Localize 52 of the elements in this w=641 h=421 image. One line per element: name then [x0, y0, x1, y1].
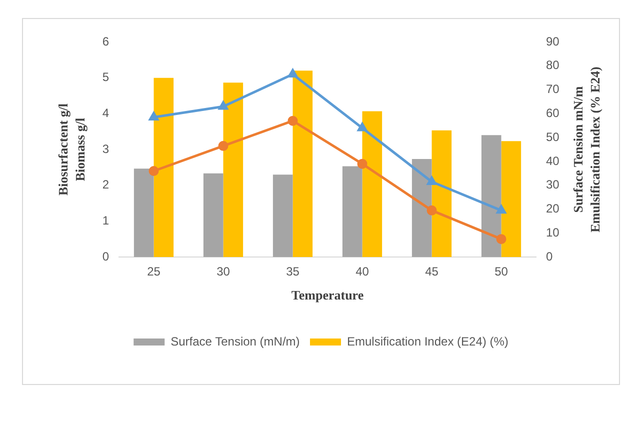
point	[218, 100, 229, 110]
y-tick-label: 5	[102, 70, 110, 84]
legend-label: Emulsification Index (E24) (%)	[346, 334, 508, 348]
y2-axis-title: Surface Tension mN/m Emulsification Index (% E24)	[570, 66, 602, 232]
point	[148, 111, 160, 120]
y-tick-label: 1	[102, 213, 110, 228]
point	[496, 204, 507, 214]
bar	[203, 173, 224, 257]
y-tick-label: 2	[102, 178, 110, 192]
y2-tick-label: 40	[546, 154, 560, 168]
bar	[223, 82, 244, 257]
bar	[272, 174, 293, 257]
x-tick-label: 50	[494, 264, 508, 279]
x-tick-label: 30	[216, 264, 230, 279]
bar	[501, 141, 522, 257]
point	[426, 176, 438, 185]
point	[148, 166, 159, 176]
bar	[481, 135, 502, 257]
y2-tick-label: 20	[546, 202, 560, 216]
y2-tick-label: 30	[546, 178, 560, 192]
y-tick-label: 0	[102, 249, 110, 264]
bar	[154, 78, 174, 257]
y2-tick-label: 70	[546, 82, 560, 96]
y-tick-label: 4	[102, 106, 110, 120]
y2-tick-label: 90	[546, 34, 560, 48]
x-tick-label: 40	[356, 264, 370, 279]
y2-tick-label: 10	[546, 225, 560, 240]
legend-label: Surface Tension (mN/m)	[170, 334, 300, 348]
point	[288, 116, 298, 126]
bar	[432, 130, 452, 257]
x-tick-label: 35	[286, 264, 300, 279]
bar	[412, 159, 432, 257]
bar	[292, 70, 313, 257]
point	[357, 158, 368, 169]
bar	[342, 166, 362, 257]
point	[218, 140, 228, 151]
x-axis-title: Temperature	[291, 288, 364, 303]
point	[287, 68, 298, 78]
point	[426, 205, 437, 216]
y-tick-label: 6	[102, 34, 110, 48]
y2-tick-label: 50	[546, 130, 560, 144]
point	[496, 234, 506, 244]
y-axis-title: Biosurfactent g/l Biomass g/l	[55, 103, 88, 196]
y2-tick-label: 60	[546, 106, 560, 120]
point	[356, 122, 368, 132]
bar	[362, 111, 382, 257]
x-tick-label: 45	[425, 264, 439, 279]
y2-tick-label: 80	[546, 58, 560, 72]
y-tick-label: 3	[102, 142, 110, 156]
y2-tick-label: 0	[546, 249, 553, 264]
bar	[134, 168, 154, 257]
x-tick-label: 25	[147, 264, 161, 279]
